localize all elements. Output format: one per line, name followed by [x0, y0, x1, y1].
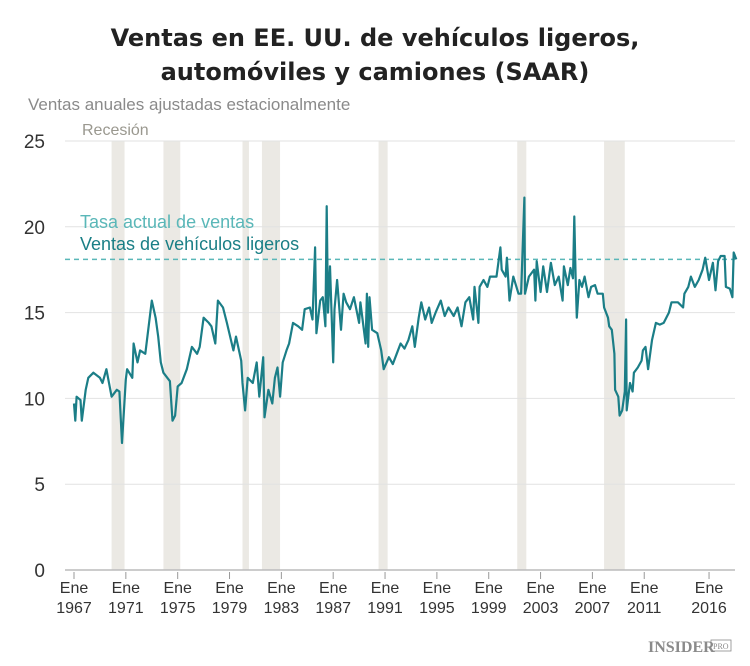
- insider-pro-logo: INSIDER PRO: [648, 639, 732, 656]
- x-tick-year: 2016: [691, 600, 727, 617]
- x-tick-year: 1975: [160, 600, 196, 617]
- recession-bands: [111, 141, 625, 570]
- y-tick-label: 5: [34, 475, 45, 496]
- y-tick-label: 15: [24, 304, 45, 325]
- logo-suffix: PRO: [713, 642, 729, 651]
- x-tick-month: Ene: [695, 580, 724, 597]
- x-tick-year: 1995: [419, 600, 455, 617]
- recession-band: [378, 141, 388, 570]
- x-tick-month: Ene: [371, 580, 400, 597]
- x-tick-month: Ene: [578, 580, 607, 597]
- x-tick-year: 1987: [315, 600, 351, 617]
- x-tick-month: Ene: [163, 580, 192, 597]
- logo-text: INSIDER: [648, 639, 715, 656]
- legend-light-vehicle-sales: Ventas de vehículos ligeros: [80, 234, 299, 254]
- x-tick-month: Ene: [423, 580, 452, 597]
- x-tick-month: Ene: [630, 580, 659, 597]
- recession-label: Recesión: [82, 122, 149, 139]
- x-tick-year: 1967: [56, 600, 92, 617]
- recession-band: [517, 141, 527, 570]
- x-tick-month: Ene: [215, 580, 244, 597]
- x-tick-year: 2011: [627, 600, 662, 617]
- x-tick-year: 1991: [367, 600, 403, 617]
- x-tick-month: Ene: [474, 580, 503, 597]
- x-tick-year: 1971: [108, 600, 144, 617]
- recession-band: [261, 141, 281, 570]
- recession-band: [111, 141, 125, 570]
- chart-title-line-2: automóviles y camiones (SAAR): [161, 58, 590, 86]
- x-tick-year: 1999: [471, 600, 507, 617]
- y-axis-label: Ventas anuales ajustadas estacionalmente: [28, 95, 350, 114]
- x-tick-year: 1983: [264, 600, 300, 617]
- x-tick-year: 1979: [212, 600, 248, 617]
- x-tick-month: Ene: [319, 580, 348, 597]
- legend-current-rate: Tasa actual de ventas: [80, 212, 254, 232]
- y-tick-label: 20: [24, 218, 45, 239]
- x-tick-month: Ene: [526, 580, 555, 597]
- y-tick-label: 0: [34, 561, 45, 582]
- y-tick-label: 10: [24, 389, 45, 410]
- recession-band: [242, 141, 249, 570]
- x-tick-month: Ene: [60, 580, 89, 597]
- x-tick-month: Ene: [267, 580, 296, 597]
- y-tick-label: 25: [24, 132, 45, 153]
- x-tick-year: 2003: [523, 600, 559, 617]
- y-axis-ticks: 0 5 10 15 20 25: [24, 132, 45, 582]
- x-tick-year: 2007: [575, 600, 611, 617]
- recession-band: [163, 141, 181, 570]
- series-line-light-vehicle-sales: [72, 196, 738, 445]
- x-tick-month: Ene: [112, 580, 141, 597]
- x-axis-ticks: Ene 1967 Ene 1971 Ene 1975 Ene 1979 Ene 1983 Ene 19…: [56, 572, 727, 617]
- chart-title-line-1: Ventas en EE. UU. de vehículos ligeros,: [111, 24, 640, 52]
